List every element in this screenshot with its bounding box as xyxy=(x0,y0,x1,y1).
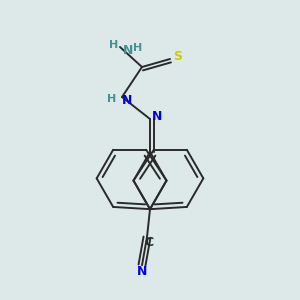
Text: H: H xyxy=(110,40,118,50)
Text: S: S xyxy=(173,50,182,64)
Text: N: N xyxy=(137,265,147,278)
Text: N: N xyxy=(122,94,132,106)
Text: N: N xyxy=(152,110,162,124)
Text: N: N xyxy=(123,44,133,56)
Text: H: H xyxy=(134,43,142,53)
Text: C: C xyxy=(144,236,154,249)
Text: H: H xyxy=(107,94,117,104)
